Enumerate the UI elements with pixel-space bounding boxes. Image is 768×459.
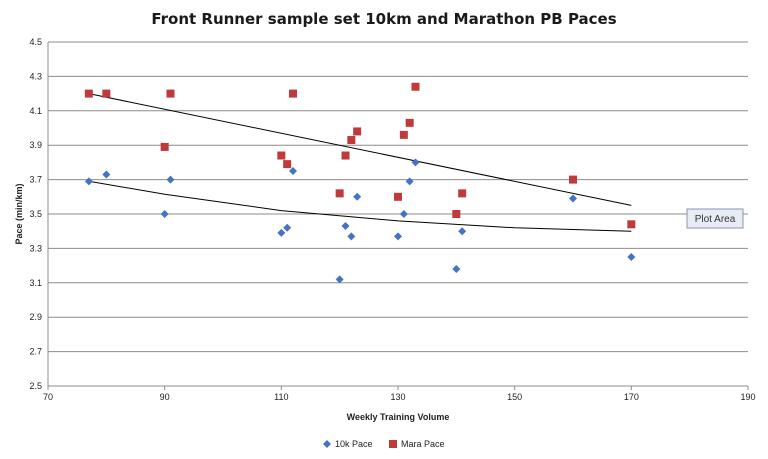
point-10k-pace[interactable] [458,227,467,236]
point-10k-pace[interactable] [399,210,408,218]
point-mara-pace[interactable] [160,142,169,151]
plot-area-tooltip: Plot Area [686,208,744,229]
point-mara-pace[interactable] [335,189,344,198]
point-10k-pace[interactable] [394,232,402,241]
point-10k-pace[interactable] [411,158,420,167]
y-tick-label: 3.5 [29,209,42,219]
y-tick-label: 3.9 [29,140,42,150]
y-tick-label: 4.5 [29,37,42,47]
point-mara-pace[interactable] [394,192,402,201]
legend-marker-mara [389,440,397,448]
point-mara-pace[interactable] [289,89,297,98]
point-10k-pace[interactable] [283,223,292,232]
point-mara-pace[interactable] [283,160,292,169]
point-mara-pace[interactable] [405,118,414,127]
x-axis-label: Weekly Training Volume [347,412,450,422]
legend-marker-10k [323,440,331,448]
point-mara-pace[interactable] [627,220,636,229]
point-mara-pace[interactable] [341,151,350,160]
point-mara-pace[interactable] [399,130,408,139]
point-mara-pace[interactable] [569,175,577,184]
point-mara-pace[interactable] [353,127,362,136]
point-mara-pace[interactable] [458,189,467,198]
x-tick-label: 150 [507,392,522,402]
point-10k-pace[interactable] [277,228,286,237]
trendlines [88,93,632,232]
point-10k-pace[interactable] [335,275,344,284]
legend-label-mara: Mara Pace [401,439,445,449]
x-tick-label: 90 [160,392,170,402]
point-10k-pace[interactable] [405,177,414,186]
point-10k-pace[interactable] [569,194,577,203]
y-tick-label: 3.7 [29,175,42,185]
legend: 10k Pace Mara Pace [323,439,445,449]
point-mara-pace[interactable] [166,89,175,98]
point-mara-pace[interactable] [411,82,420,91]
point-10k-pace[interactable] [627,253,636,261]
point-10k-pace[interactable] [84,177,93,186]
x-tick-label: 190 [740,392,755,402]
x-tick-label: 130 [390,392,405,402]
point-10k-pace[interactable] [160,210,169,218]
data-points[interactable] [84,82,636,284]
x-tick-label: 70 [43,392,53,402]
point-mara-pace[interactable] [277,151,286,160]
point-10k-pace[interactable] [102,170,111,179]
x-tick-label: 170 [624,392,639,402]
point-mara-pace[interactable] [84,89,93,98]
trendline-mara [88,93,632,206]
point-10k-pace[interactable] [166,175,175,184]
point-mara-pace[interactable] [347,136,356,145]
y-tick-label: 2.9 [29,312,42,322]
point-10k-pace[interactable] [353,192,362,201]
axes [47,42,749,390]
y-axis-label: Pace (min/km) [14,183,24,244]
point-10k-pace[interactable] [289,167,297,175]
point-10k-pace[interactable] [347,232,356,241]
point-10k-pace[interactable] [452,265,461,274]
point-mara-pace[interactable] [452,210,461,218]
y-tick-label: 2.5 [29,381,42,391]
plot-area-tooltip-text: Plot Area [695,214,736,225]
y-tick-label: 3.3 [29,243,42,253]
y-tick-label: 4.3 [29,71,42,81]
point-mara-pace[interactable] [102,89,111,98]
legend-label-10k: 10k Pace [335,439,373,449]
point-10k-pace[interactable] [341,222,350,231]
trendline-10k [88,180,632,232]
y-tick-label: 4.1 [29,106,42,116]
chart-title: Front Runner sample set 10km and Maratho… [151,10,616,28]
y-tick-label: 3.1 [29,278,42,288]
tick-labels: 2.5 2.7 2.9 3.1 3.3 3.5 3.7 3.9 4.1 4.3 4.5 70 90 110… [29,37,755,402]
y-tick-label: 2.7 [29,347,42,357]
gridlines [48,41,748,387]
x-tick-label: 110 [274,392,288,402]
